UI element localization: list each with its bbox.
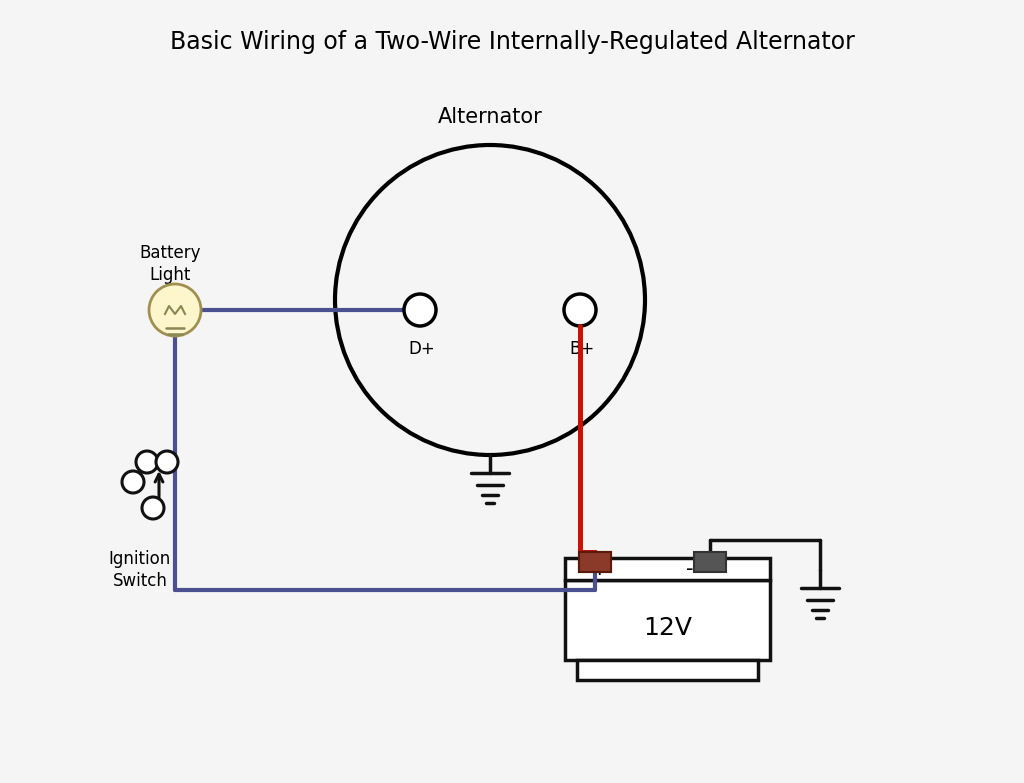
Bar: [579, 552, 611, 572]
Circle shape: [150, 284, 201, 336]
Bar: [577, 660, 758, 680]
Text: Ignition
Switch: Ignition Switch: [109, 550, 171, 590]
Bar: [565, 580, 770, 660]
Circle shape: [404, 294, 436, 326]
Circle shape: [142, 497, 164, 519]
Circle shape: [156, 451, 178, 473]
Bar: [565, 558, 770, 580]
Text: Basic Wiring of a Two-Wire Internally-Regulated Alternator: Basic Wiring of a Two-Wire Internally-Re…: [170, 30, 854, 54]
Text: D+: D+: [409, 340, 435, 358]
Circle shape: [136, 451, 158, 473]
Text: Alternator: Alternator: [437, 107, 543, 127]
Circle shape: [122, 471, 144, 493]
Circle shape: [564, 294, 596, 326]
Text: Battery
Light: Battery Light: [139, 244, 201, 284]
Bar: [694, 552, 726, 572]
Text: +: +: [591, 559, 609, 579]
Text: -: -: [686, 559, 693, 579]
Text: 12V: 12V: [643, 616, 692, 640]
Bar: [579, 552, 611, 572]
Text: B+: B+: [569, 340, 595, 358]
